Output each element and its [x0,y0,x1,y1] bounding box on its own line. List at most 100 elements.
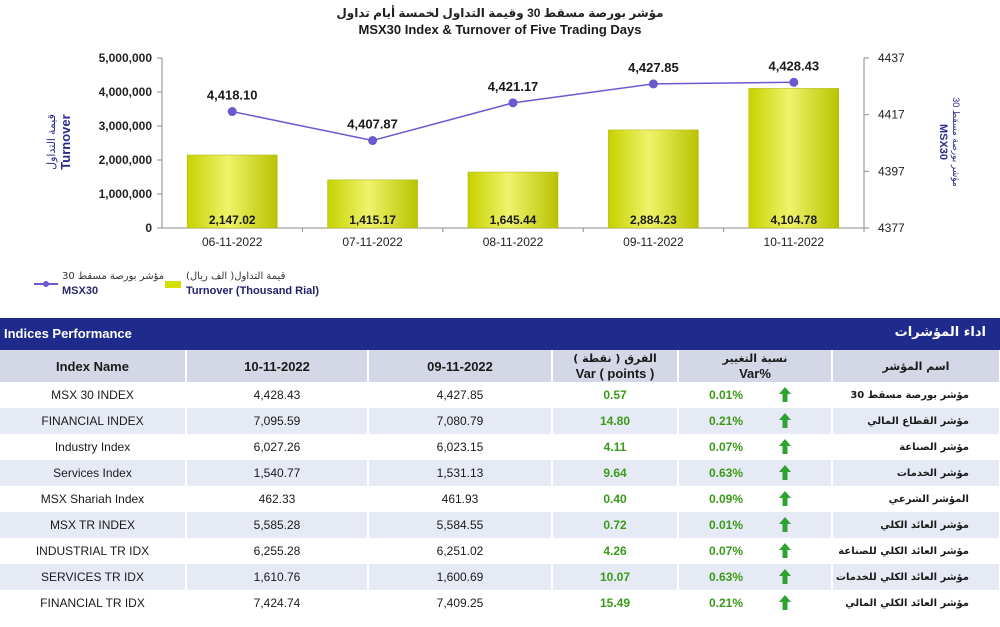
msx30-point [508,98,518,108]
var-pct: 0.09% [709,492,744,506]
var-points: 15.49 [552,590,679,616]
y-right-tick-label: 4437 [878,51,905,65]
msx30-point [227,107,237,117]
up-arrow-icon [779,491,791,506]
var-points: 0.40 [552,486,679,512]
turnover-bar [327,179,418,229]
turnover-bar [467,171,559,229]
value-date-1: 6,255.28 [186,538,369,564]
table-row: MSX TR INDEX 5,585.28 5,584.55 0.72 0.01% مؤش… [0,512,1000,538]
index-name-ar: مؤشر القطاع المالي [832,408,1000,434]
legend-msx30: مؤشر بورصة مسقط 30 MSX30 [62,270,164,298]
var-points: 0.57 [552,382,679,408]
table-row: MSX 30 INDEX 4,428.43 4,427.85 0.57 0.01% مؤش… [0,382,1000,408]
chart-title-ar: مؤشر بورصة مسقط 30 وقيمة التداول لخمسة أ… [336,5,663,21]
value-date-2: 6,023.15 [368,434,553,460]
value-date-2: 461.93 [368,486,553,512]
value-date-1: 5,585.28 [186,512,369,538]
msx30-point [368,136,378,146]
var-points: 0.72 [552,512,679,538]
value-date-2: 7,409.25 [368,590,553,616]
var-points: 4.11 [552,434,679,460]
var-pct-cell: 0.07% [678,538,833,564]
index-name-ar: مؤشر بورصة مسقط 30 [832,382,1000,408]
up-arrow-icon [779,543,791,558]
var-pct: 0.01% [709,388,744,402]
turnover-bar-label: 2,147.02 [209,213,256,227]
legend-turnover-ar: قيمة التداول( الف ريال) [186,271,286,282]
index-name: Services Index [0,460,187,486]
table-row: Industry Index 6,027.26 6,023.15 4.11 0.07% م… [0,434,1000,460]
index-name: INDUSTRIAL TR IDX [0,538,187,564]
value-date-2: 7,080.79 [368,408,553,434]
var-pct: 0.07% [709,544,744,558]
var-pct-cell: 0.01% [678,512,833,538]
y-left-label-ar: قيمة التداول [46,114,58,170]
x-tick-label: 06-11-2022 [202,235,263,249]
var-pct-cell: 0.01% [678,382,833,408]
col-var-pct-en: Var% [739,366,771,381]
var-pct-cell: 0.63% [678,460,833,486]
var-pct-cell: 0.09% [678,486,833,512]
value-date-1: 1,610.76 [186,564,369,590]
y-right-tick-label: 4417 [878,108,905,122]
turnover-bar-label: 1,415.17 [349,213,396,227]
value-date-1: 7,095.59 [186,408,369,434]
col-var-points: الفرق ( نقطة ) Var ( points ) [552,350,679,382]
var-pct: 0.63% [709,570,744,584]
turnover-bar [608,129,699,229]
value-date-1: 7,424.74 [186,590,369,616]
var-points: 14.80 [552,408,679,434]
var-pct: 0.07% [709,440,744,454]
var-pct: 0.21% [709,596,744,610]
y-left-tick-label: 4,000,000 [99,85,153,99]
y-left-tick-label: 2,000,000 [99,153,153,167]
value-date-2: 1,600.69 [368,564,553,590]
index-name: Industry Index [0,434,187,460]
value-date-1: 4,428.43 [186,382,369,408]
col-index-name-ar-label: اسم المؤشر [882,360,950,373]
y-right-tick-label: 4397 [878,164,905,178]
table-header-row: Index Name 10-11-2022 09-11-2022 الفرق (… [0,350,1000,382]
index-name: FINANCIAL TR IDX [0,590,187,616]
index-name-ar: مؤشر العائد الكلي للخدمات [832,564,1000,590]
var-pct: 0.21% [709,414,744,428]
table-row: Services Index 1,540.77 1,531.13 9.64 0.63% م… [0,460,1000,486]
msx30-point [789,77,799,87]
turnover-bar [748,88,840,229]
col-var-points-en: Var ( points ) [575,366,655,381]
col-var-pct-ar: نسبة التغيير [722,352,788,365]
var-pct-cell: 0.21% [678,408,833,434]
value-date-2: 6,251.02 [368,538,553,564]
up-arrow-icon [779,465,791,480]
msx30-point-label: 4,427.85 [628,60,679,75]
msx30-point-label: 4,428.43 [768,58,819,73]
section-title: Indices Performance [4,326,132,341]
turnover-bar [186,154,278,229]
x-tick-label: 10-11-2022 [764,235,825,249]
legend-msx30-en: MSX30 [62,285,99,297]
up-arrow-icon [779,517,791,532]
index-name-ar: مؤشر العائد الكلي للصناعة [832,538,1000,564]
y-left-label: Turnover [58,114,73,169]
table-row: FINANCIAL TR IDX 7,424.74 7,409.25 15.49 0.2… [0,590,1000,616]
value-date-1: 1,540.77 [186,460,369,486]
table-row: SERVICES TR IDX 1,610.76 1,600.69 10.07 0.63… [0,564,1000,590]
up-arrow-icon [779,569,791,584]
y-left-tick-label: 5,000,000 [99,51,153,65]
turnover-bar-label: 4,104.78 [770,213,817,227]
var-pct-cell: 0.63% [678,564,833,590]
index-name: MSX 30 INDEX [0,382,187,408]
msx30-point-label: 4,407.87 [347,117,398,132]
index-name-ar: المؤشر الشرعي [832,486,1000,512]
msx30-point-label: 4,421.17 [488,79,539,94]
var-pct-cell: 0.21% [678,590,833,616]
chart-title: MSX30 Index & Turnover of Five Trading D… [359,22,642,37]
index-name-ar: مؤشر العائد الكلي [832,512,1000,538]
msx30-point [648,79,658,89]
table-row: FINANCIAL INDEX 7,095.59 7,080.79 14.80 0.21… [0,408,1000,434]
value-date-2: 1,531.13 [368,460,553,486]
value-date-2: 4,427.85 [368,382,553,408]
up-arrow-icon [779,595,791,610]
x-tick-label: 08-11-2022 [483,235,544,249]
